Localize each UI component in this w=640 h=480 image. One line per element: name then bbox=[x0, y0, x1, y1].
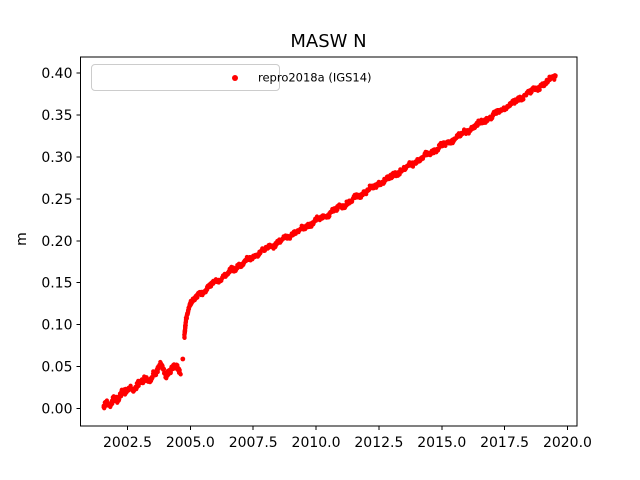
y-tick-label: 0.10 bbox=[41, 318, 72, 334]
x-tick-label: 2020.0 bbox=[543, 435, 592, 451]
y-tick-label: 0.00 bbox=[41, 401, 72, 417]
x-tick-label: 2002.5 bbox=[103, 435, 152, 451]
legend: repro2018a (IGS14) bbox=[91, 64, 372, 91]
x-tick-label: 2005.0 bbox=[166, 435, 215, 451]
legend-marker-icon bbox=[232, 74, 238, 81]
y-tick-label: 0.25 bbox=[41, 192, 72, 208]
axes: 2002.5 2005.0 2007.5 2010.0 2012.5 2015.0 2017… bbox=[41, 56, 592, 451]
scatter-series bbox=[101, 73, 558, 411]
y-tick-label: 0.30 bbox=[41, 150, 72, 166]
legend-series-label: repro2018a (IGS14) bbox=[258, 70, 372, 85]
x-tick-label: 2015.0 bbox=[417, 435, 466, 451]
x-tick-label: 2010.0 bbox=[292, 435, 341, 451]
x-tick-label: 2012.5 bbox=[354, 435, 403, 451]
x-tick-label: 2007.5 bbox=[229, 435, 278, 451]
x-tick-label: 2017.5 bbox=[480, 435, 529, 451]
y-tick-label: 0.40 bbox=[41, 66, 72, 82]
y-tick-label: 0.35 bbox=[41, 108, 72, 124]
y-tick-label: 0.20 bbox=[41, 234, 72, 250]
y-tick-label: 0.05 bbox=[41, 360, 72, 376]
y-axis-label: m bbox=[14, 232, 30, 246]
y-tick-label: 0.15 bbox=[41, 276, 72, 292]
chart-title: MASW N bbox=[290, 31, 367, 52]
